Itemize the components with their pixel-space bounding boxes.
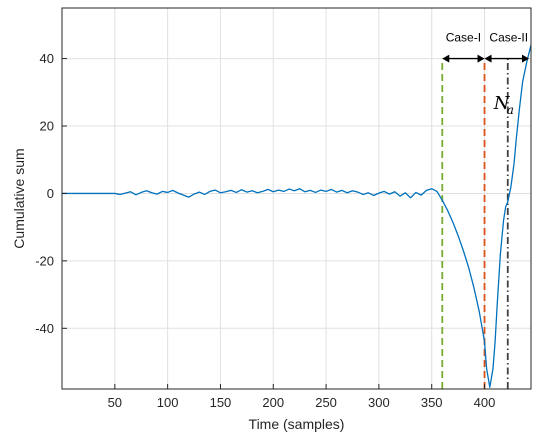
arrow-head-right-1: [477, 54, 485, 63]
x-tick-label-5: 300: [368, 395, 390, 410]
arrow-head-right-2: [522, 54, 529, 63]
na-subscript: a: [507, 103, 514, 117]
y-tick-label-2: 0: [47, 186, 54, 201]
case-2-label: Case-II: [489, 31, 528, 45]
y-tick-label-0: -40: [35, 321, 54, 336]
x-tick-label-7: 400: [474, 395, 496, 410]
tick-layer: 50 100 150 200 250 300 350 400 -40 -20 0 20 40: [35, 51, 495, 410]
series-line-0: [62, 44, 532, 388]
na-label: N: [493, 93, 511, 114]
arrow-head-left-2: [484, 54, 492, 63]
x-tick-label-1: 100: [157, 395, 179, 410]
x-tick-label-3: 200: [262, 395, 284, 410]
y-axis-label: Cumulative sum: [11, 148, 27, 248]
y-tick-label-1: -20: [35, 253, 54, 268]
y-tick-label-4: 40: [40, 51, 54, 66]
grid-lines: [62, 8, 531, 389]
case-1-label: Case-I: [446, 31, 481, 45]
annotation-layer: Case-I Case-II Na: [442, 31, 529, 117]
series-layer: [62, 44, 532, 388]
x-tick-label-6: 350: [421, 395, 443, 410]
x-axis-label: Time (samples): [249, 416, 345, 432]
plot-frame: [61, 7, 532, 390]
x-tick-label-0: 50: [108, 395, 122, 410]
arrow-head-left-1: [442, 54, 450, 63]
x-tick-label-2: 150: [210, 395, 232, 410]
y-tick-label-3: 20: [40, 119, 54, 134]
marker-lines: [441, 58, 509, 389]
x-tick-label-4: 250: [315, 395, 337, 410]
